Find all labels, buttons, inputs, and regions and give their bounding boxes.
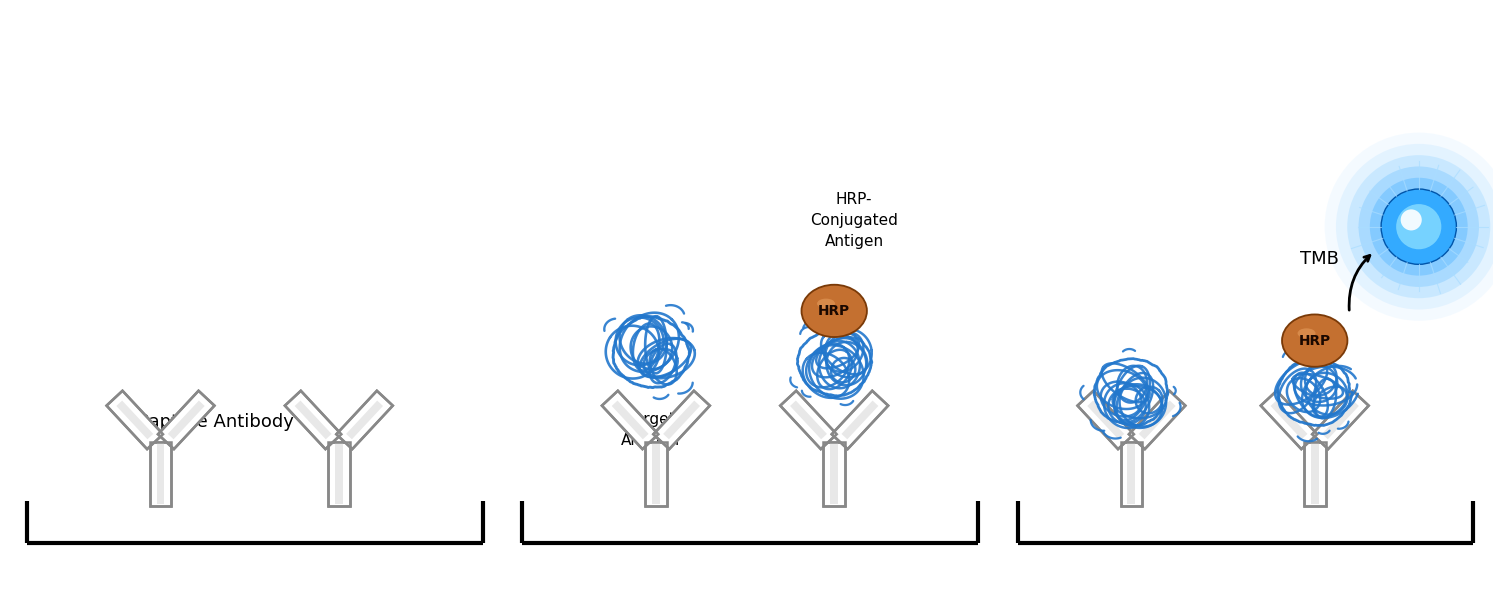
Ellipse shape xyxy=(1287,319,1342,363)
Ellipse shape xyxy=(1298,328,1316,338)
Polygon shape xyxy=(612,401,648,439)
Polygon shape xyxy=(117,401,153,439)
Ellipse shape xyxy=(807,289,862,333)
Bar xyxy=(334,442,344,504)
Ellipse shape xyxy=(1296,326,1332,355)
Polygon shape xyxy=(1322,401,1359,439)
Polygon shape xyxy=(842,401,879,439)
Bar xyxy=(328,442,350,506)
Text: TMB: TMB xyxy=(1300,250,1340,268)
Polygon shape xyxy=(1262,391,1317,449)
Polygon shape xyxy=(336,391,393,449)
Polygon shape xyxy=(602,391,658,449)
Ellipse shape xyxy=(818,299,836,308)
Polygon shape xyxy=(294,401,332,439)
Polygon shape xyxy=(780,391,837,449)
Bar xyxy=(645,442,668,506)
Text: HRP-
Conjugated
Antigen: HRP- Conjugated Antigen xyxy=(810,193,898,250)
Circle shape xyxy=(1359,166,1479,287)
Polygon shape xyxy=(1088,401,1124,439)
Bar xyxy=(1311,442,1318,504)
Polygon shape xyxy=(790,401,826,439)
Polygon shape xyxy=(831,391,888,449)
Text: Target
Antigen: Target Antigen xyxy=(621,412,681,448)
Bar xyxy=(150,442,171,506)
Polygon shape xyxy=(285,391,342,449)
Circle shape xyxy=(1382,189,1456,265)
Polygon shape xyxy=(1270,401,1308,439)
Polygon shape xyxy=(1077,391,1134,449)
Text: Capture Antibody: Capture Antibody xyxy=(136,413,294,431)
Bar xyxy=(1120,442,1143,506)
Polygon shape xyxy=(106,391,164,449)
Circle shape xyxy=(1347,155,1491,298)
Ellipse shape xyxy=(1282,314,1347,367)
Text: HRP: HRP xyxy=(1299,334,1330,347)
Circle shape xyxy=(1401,209,1422,230)
Bar xyxy=(1304,442,1326,506)
Polygon shape xyxy=(654,391,710,449)
Text: HRP: HRP xyxy=(818,304,850,318)
Bar xyxy=(645,442,668,506)
Ellipse shape xyxy=(1282,314,1347,367)
Bar xyxy=(824,442,844,506)
Circle shape xyxy=(1370,178,1467,275)
Bar xyxy=(328,442,350,506)
Bar xyxy=(652,442,660,504)
Polygon shape xyxy=(1312,391,1368,449)
Bar xyxy=(1304,442,1326,506)
Bar xyxy=(824,442,844,506)
Bar xyxy=(150,442,171,506)
Ellipse shape xyxy=(812,293,856,329)
Circle shape xyxy=(1324,133,1500,321)
Bar xyxy=(1120,442,1143,506)
Circle shape xyxy=(1336,144,1500,310)
Ellipse shape xyxy=(801,285,867,337)
Ellipse shape xyxy=(801,285,867,337)
Polygon shape xyxy=(663,401,700,439)
Polygon shape xyxy=(346,401,382,439)
Polygon shape xyxy=(1138,401,1176,439)
Bar xyxy=(831,442,839,504)
Ellipse shape xyxy=(816,296,852,325)
Bar xyxy=(156,442,165,504)
Bar xyxy=(1128,442,1136,504)
Polygon shape xyxy=(158,391,214,449)
Circle shape xyxy=(1396,204,1441,249)
Ellipse shape xyxy=(1292,322,1338,359)
Polygon shape xyxy=(1130,391,1185,449)
Polygon shape xyxy=(168,401,204,439)
